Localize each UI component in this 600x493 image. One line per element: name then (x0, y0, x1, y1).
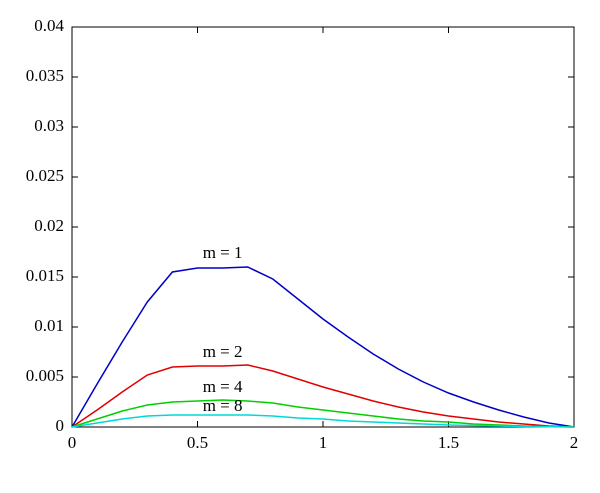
plot-frame (71, 26, 575, 428)
series-label: m = 8 (203, 396, 243, 415)
y-tick-label: 0.005 (26, 366, 64, 385)
y-tick-label: 0.01 (34, 316, 64, 335)
series-label: m = 4 (203, 377, 243, 396)
x-tick-label: 2 (570, 433, 579, 452)
y-tick-label: 0.035 (26, 66, 64, 85)
y-tick-label: 0 (56, 416, 65, 435)
y-tick-label: 0.04 (34, 16, 64, 35)
x-tick-label: 1.5 (438, 433, 459, 452)
series-label: m = 2 (203, 342, 243, 361)
series-line (71, 364, 575, 428)
series-line (71, 266, 575, 428)
x-tick-label: 1 (319, 433, 328, 452)
series-line (71, 399, 575, 428)
x-tick-label: 0.5 (187, 433, 208, 452)
y-tick-label: 0.02 (34, 216, 64, 235)
series-label: m = 1 (203, 243, 243, 262)
y-tick-label: 0.025 (26, 166, 64, 185)
series-line (71, 414, 575, 428)
y-tick-label: 0.015 (26, 266, 64, 285)
y-tick-label: 0.03 (34, 116, 64, 135)
x-tick-label: 0 (68, 433, 77, 452)
